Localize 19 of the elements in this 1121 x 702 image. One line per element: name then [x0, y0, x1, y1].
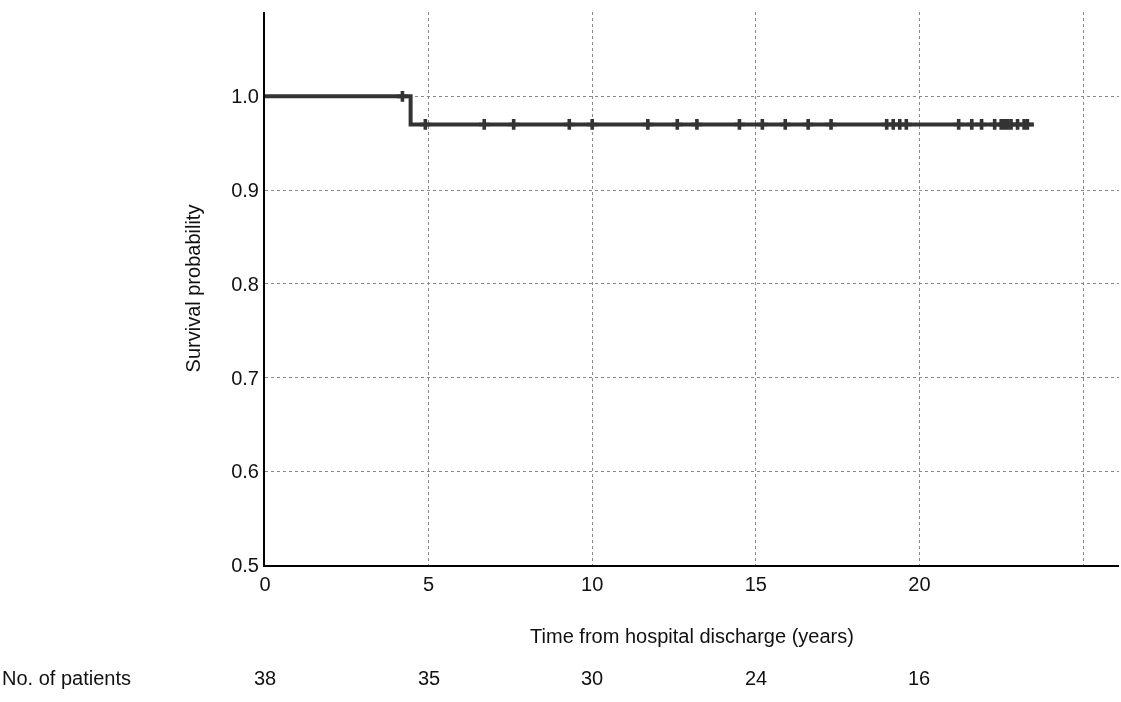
x-axis-title: Time from hospital discharge (years) [530, 625, 854, 647]
x-tick-label: 15 [744, 573, 767, 595]
x-tick-label: 10 [581, 573, 604, 595]
x-tick-label: 5 [423, 573, 435, 595]
y-tick-label: 1.0 [231, 85, 259, 108]
y-tick-label: 0.6 [231, 460, 259, 483]
x-tick-label: 20 [908, 573, 931, 595]
y-axis-title: Survival probability [182, 204, 205, 373]
y-tick-label: 0.8 [231, 272, 259, 295]
text: 38 [254, 667, 277, 689]
text: 16 [908, 667, 931, 689]
x-tick-label: 0 [259, 573, 271, 595]
text: 30 [581, 667, 604, 689]
y-tick-label: 0.7 [231, 366, 259, 389]
y-tick-label: 0.5 [231, 554, 259, 576]
text: No. of patients [2, 667, 131, 689]
text: 35 [418, 667, 441, 689]
text: 24 [745, 667, 768, 689]
y-tick-label: 0.9 [231, 179, 259, 202]
